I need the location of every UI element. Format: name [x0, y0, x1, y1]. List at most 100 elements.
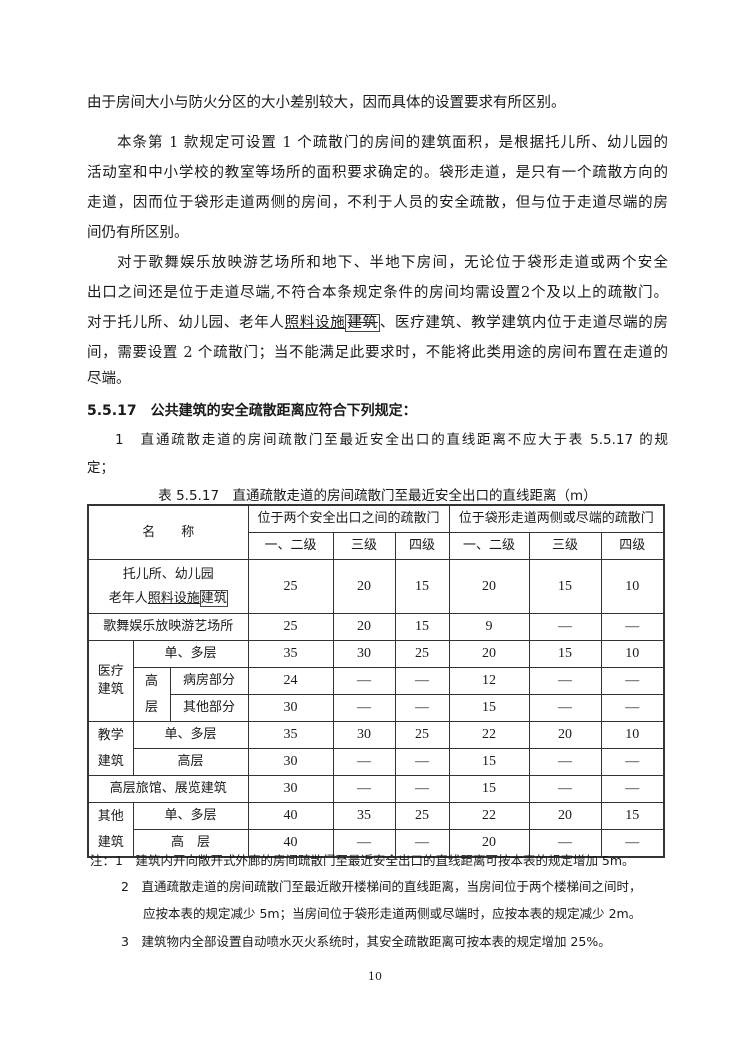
page-number: 10 — [368, 970, 382, 983]
value-cell: 40 — [247, 829, 334, 858]
value-cell: 25 — [247, 559, 334, 614]
inserted-text: 照料设施 — [284, 315, 346, 331]
value-cell: 20 — [528, 802, 602, 830]
value-cell: — — [394, 829, 450, 858]
value-cell: 20 — [332, 613, 396, 641]
value-cell: 25 — [394, 802, 450, 830]
value-cell: 10 — [600, 559, 665, 614]
value-cell: — — [394, 748, 450, 776]
grade-header: 四级 — [600, 532, 665, 560]
marked-text: 建筑 — [199, 589, 228, 607]
value-cell: — — [394, 775, 450, 803]
table-row: 高 层 40— —20— — — [88, 829, 665, 858]
paragraph-line: 间，需要设置 2 个疏散门；当不能满足此要求时，不能将此类用途的房间布置在走道的 — [87, 345, 668, 361]
paragraph-line: 走道，因而位于袋形走道两侧的房间，不利于人员的安全疏散，但与位于走道尽端的房 — [87, 195, 668, 211]
table-row: 高层 病房部分 24— —12— — — [88, 667, 665, 722]
value-cell: — — [332, 829, 396, 858]
value-cell: — — [528, 667, 602, 695]
note: 注：1 建筑内开向敞开式外廊的房间疏散门至最近安全出口的直线距离可按本表的规定增… — [90, 853, 635, 868]
paragraph-line: 本条第 1 款规定可设置 1 个疏散门的房间的建筑面积，是根据托儿所、幼儿园的 — [117, 135, 668, 151]
row-label: 高 层 — [132, 829, 249, 858]
table-row: 其他建筑 单、多层 40 35 25 22 20 15 — [87, 802, 665, 858]
grade-header: 一、二级 — [247, 532, 334, 560]
value-cell: 35 — [332, 802, 396, 830]
row-label: 托儿所、幼儿园老年人照料设施建筑 — [87, 559, 249, 614]
value-cell: — — [600, 694, 665, 722]
value-cell: 30 — [247, 694, 334, 722]
value-cell: — — [600, 667, 665, 695]
value-cell: — — [528, 613, 602, 641]
value-cell: 15 — [394, 613, 450, 641]
group-label: 医疗建筑 — [87, 640, 134, 722]
clause-item: 定； — [87, 460, 114, 476]
value-cell: 30 — [332, 640, 396, 668]
value-cell: 30 — [247, 775, 334, 803]
paragraph-line: 由于房间大小与防火分区的大小差别较大，因而具体的设置要求有所区别。 — [87, 95, 566, 111]
value-cell: 20 — [528, 721, 602, 749]
row-label: 高层旅馆、展览建筑 — [87, 775, 249, 803]
table-row: 医疗建筑 单、多层 35 30 25 20 15 10 — [87, 640, 665, 722]
row-label: 歌舞娱乐放映游艺场所 — [87, 613, 249, 641]
row-label: 单、多层 — [132, 802, 249, 830]
note: 3 建筑物内全部设置自动喷水灭火系统时，其安全疏散距离可按本表的规定增加 25%… — [121, 934, 611, 949]
value-cell: 24 — [247, 667, 334, 695]
group-label: 其他建筑 — [87, 802, 134, 858]
paragraph-line: 尽端。 — [87, 371, 131, 387]
paragraph-line: 活动室和中小学校的教室等场所的面积要求确定的。袋形走道，是只有一个疏散方向的 — [87, 165, 668, 181]
header-name: 名 称 — [87, 504, 249, 560]
text: 、医疗建筑、教学建筑内位于走道尽端的房 — [379, 315, 669, 331]
table-row: 教学建筑 单、多层 35 30 25 22 20 10 — [87, 721, 665, 776]
value-cell: 10 — [600, 640, 665, 668]
value-cell: — — [394, 667, 450, 695]
table-row: 其他部分 30— —15— — — [88, 694, 665, 722]
value-cell: 30 — [332, 721, 396, 749]
text: 对于托儿所、幼儿园、老年人 — [87, 315, 285, 331]
paragraph-line: 对于歌舞娱乐放映游艺场所和地下、半地下房间，无论位于袋形走道或两个安全 — [117, 255, 668, 271]
distance-table: 名 称位于两个安全出口之间的疏散门 位于袋形走道两侧或尽端的疏散门 一、二级 三级四… — [87, 504, 666, 858]
header-group: 位于袋形走道两侧或尽端的疏散门 — [448, 504, 665, 533]
text: 托儿所、幼儿园 — [122, 566, 214, 582]
grade-header: 三级 — [332, 532, 396, 560]
row-label: 高层 — [132, 748, 249, 776]
value-cell: — — [528, 775, 602, 803]
value-cell: 20 — [448, 640, 530, 668]
value-cell: 15 — [528, 640, 602, 668]
paragraph-line: 出口之间还是位于走道尽端,不符合本条规定条件的房间均需设置2个及以上的疏散门。 — [87, 285, 668, 301]
value-cell: 25 — [394, 721, 450, 749]
clause-title: 公共建筑的安全疏散距离应符合下列规定： — [150, 403, 417, 419]
value-cell: — — [528, 829, 602, 858]
value-cell: 25 — [394, 640, 450, 668]
row-label: 单、多层 — [132, 640, 249, 668]
value-cell: — — [600, 775, 665, 803]
value-cell: 40 — [247, 802, 334, 830]
value-cell: 35 — [247, 640, 334, 668]
clause-number: 5.5.17 — [87, 403, 137, 419]
inserted-text: 照料设施 — [147, 590, 200, 606]
note: 应按本表的规定减少 5m；当房间位于袋形走道两侧或尽端时，应按本表的规定减少 2… — [143, 906, 642, 921]
row-label: 其他部分 — [169, 694, 249, 722]
value-cell: — — [528, 694, 602, 722]
row-label: 病房部分 — [169, 667, 249, 695]
value-cell: 25 — [247, 613, 334, 641]
table-row: 歌舞娱乐放映游艺场所 25 20 15 9— — — [87, 613, 665, 641]
value-cell: — — [600, 748, 665, 776]
value-cell: — — [332, 775, 396, 803]
value-cell: 15 — [394, 559, 450, 614]
table-row: 高层 30— —15— — — [88, 748, 665, 776]
table-caption: 表 5.5.17 直通疏散走道的房间疏散门至最近安全出口的直线距离（m） — [158, 488, 597, 504]
value-cell: — — [528, 748, 602, 776]
grade-header: 一、二级 — [448, 532, 530, 560]
value-cell: 22 — [448, 802, 530, 830]
value-cell: — — [394, 694, 450, 722]
paragraph-line-revised: 对于托儿所、幼儿园、老年人照料设施 建筑 、医疗建筑、教学建筑内位于走道尽端的房 — [87, 313, 668, 333]
value-cell: 20 — [332, 559, 396, 614]
paragraph-line: 间仍有所区别。 — [87, 225, 189, 241]
text: 老年人 — [108, 590, 148, 606]
value-cell: — — [332, 694, 396, 722]
grade-header: 四级 — [394, 532, 450, 560]
value-cell: 35 — [247, 721, 334, 749]
header-group: 位于两个安全出口之间的疏散门 — [247, 504, 450, 533]
value-cell: 30 — [247, 748, 334, 776]
value-cell: 9 — [448, 613, 530, 641]
row-label: 单、多层 — [132, 721, 249, 749]
